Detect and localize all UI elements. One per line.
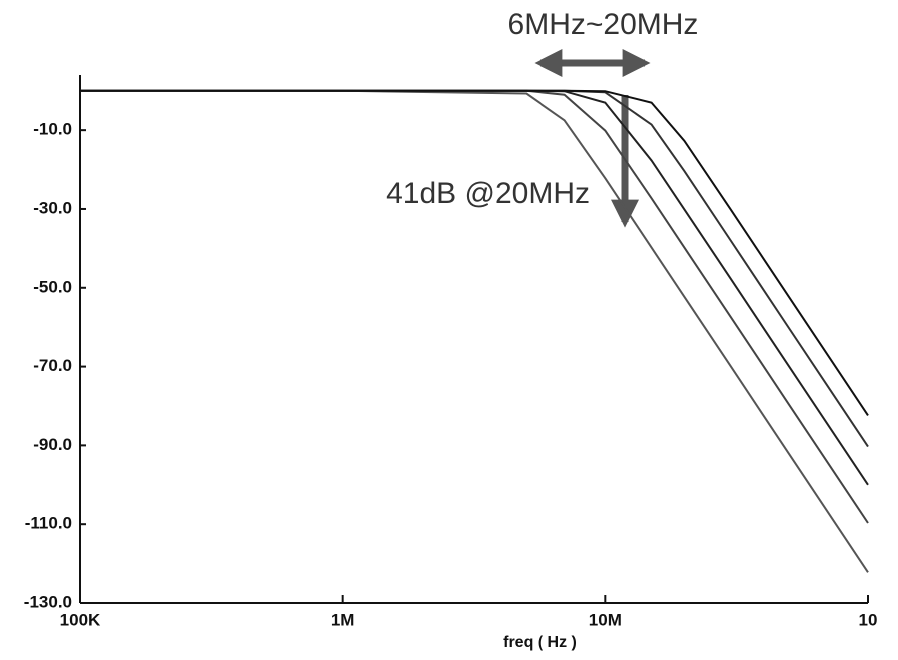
y-tick-label: -10.0 xyxy=(33,120,72,139)
response-curve xyxy=(80,89,869,573)
x-tick-label: 10 xyxy=(859,610,878,629)
response-curve xyxy=(80,89,869,416)
response-curve xyxy=(80,89,869,486)
y-tick-label: -90.0 xyxy=(33,435,72,454)
x-tick-label: 100K xyxy=(60,610,101,629)
x-tick-label: 1M xyxy=(331,610,355,629)
attenuation-annotation: 41dB @20MHz xyxy=(386,177,590,210)
range-annotation: 6MHz~20MHz xyxy=(508,8,699,41)
y-tick-label: -110.0 xyxy=(25,514,72,533)
y-tick-label: -30.0 xyxy=(33,198,72,217)
x-axis-label: freq ( Hz ) xyxy=(503,634,577,651)
x-tick-label: 10M xyxy=(589,610,622,629)
y-tick-label: -130.0 xyxy=(24,592,72,611)
y-tick-label: -70.0 xyxy=(33,356,72,375)
y-tick-label: -50.0 xyxy=(33,277,72,296)
